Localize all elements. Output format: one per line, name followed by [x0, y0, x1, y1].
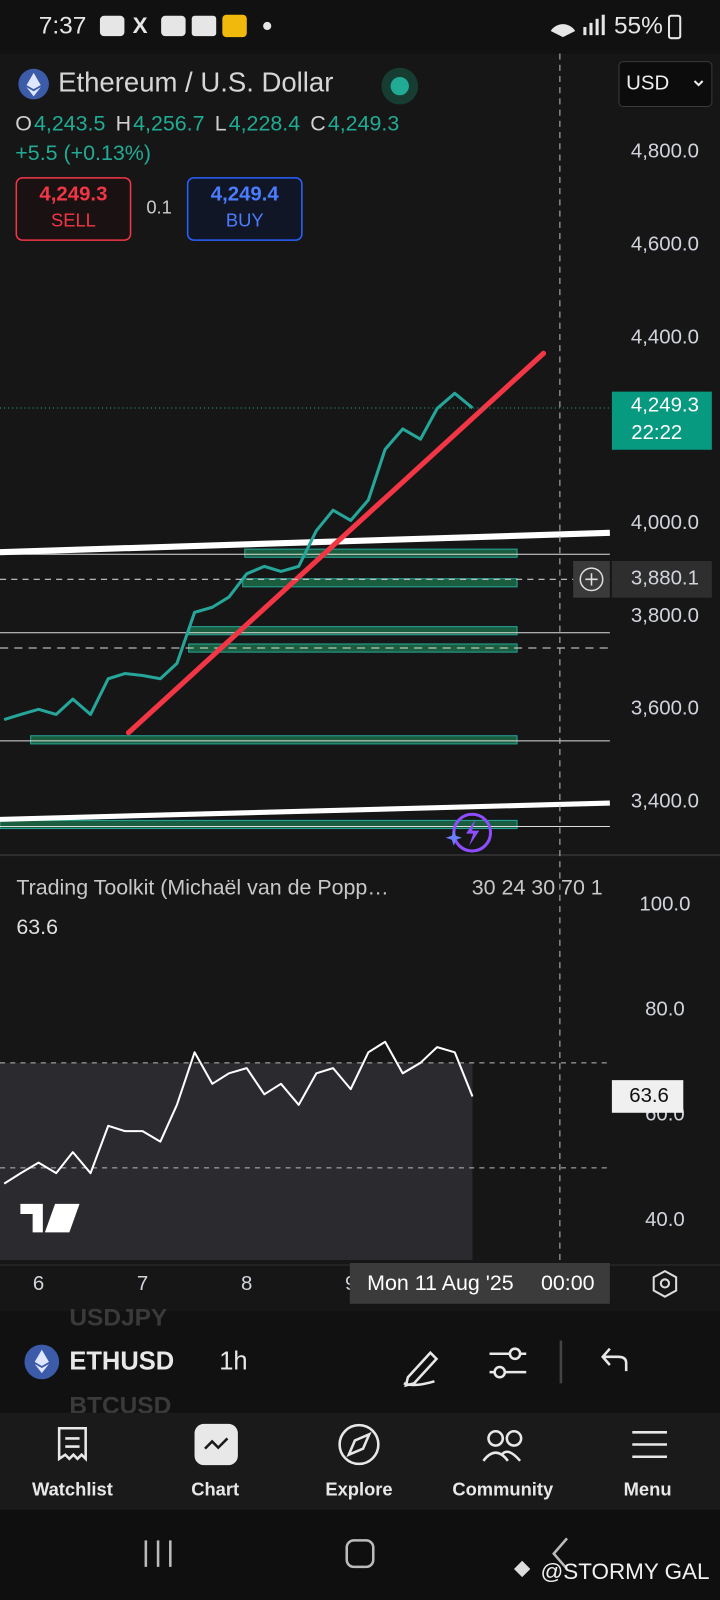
clock: 7:37	[39, 12, 87, 39]
y-tick-label: 4,600.0	[631, 234, 699, 256]
toolbar-interval[interactable]: 1h	[219, 1348, 247, 1376]
sell-button[interactable]	[15, 177, 132, 241]
symbol-title: Ethereum / U.S. Dollar	[58, 66, 333, 97]
currency: USD	[626, 72, 669, 94]
ohlc-key: O	[15, 112, 32, 136]
countdown: 22:22	[631, 422, 682, 444]
y-tick-label: 80.0	[645, 999, 685, 1021]
system-buttons	[144, 1537, 568, 1570]
buy-label: BUY	[226, 210, 264, 231]
ohlc-value: 4,228.4	[229, 112, 301, 136]
crosshair-date: Mon 11 Aug '25	[367, 1271, 514, 1295]
settings-icon-dot	[659, 1278, 671, 1289]
crosshair-add-icon	[579, 567, 604, 592]
nav-labels: Watchlist Chart Explore Community Menu	[32, 1478, 672, 1499]
indicator-band	[0, 1062, 473, 1260]
currency-select[interactable]	[618, 61, 713, 108]
eth-glyph	[34, 1349, 49, 1374]
crosshair-price-box	[611, 560, 712, 598]
ohlc-value: 4,249.3	[328, 112, 399, 136]
y-tick-label: 40.0	[645, 1209, 685, 1231]
indicator-value-box	[611, 1080, 684, 1113]
assistant-icon	[445, 812, 493, 853]
x-tick-label: 8	[241, 1273, 252, 1295]
eth-glyph	[26, 72, 41, 97]
market-status	[390, 76, 409, 96]
nav-item[interactable]: Chart	[191, 1478, 239, 1499]
crosshair-price: 3,880.1	[631, 568, 699, 590]
indicator-title: Trading Toolkit (Michaël van de Popp…	[16, 875, 388, 899]
y-tick-label: 3,400.0	[631, 791, 699, 813]
ohlc-key: L	[215, 112, 227, 136]
y-tick-label: 4,800.0	[631, 141, 699, 163]
sell-label: SELL	[51, 210, 96, 231]
price-change: +5.5 (+0.13%)	[15, 141, 151, 165]
watermark: @STORMY GAL	[541, 1559, 710, 1584]
y-tick-label: 100.0	[639, 894, 690, 916]
ohlc-value: 4,243.5	[34, 112, 105, 136]
last-price-label: 4,249.3	[631, 394, 699, 416]
nav-item[interactable]: Community	[452, 1478, 554, 1499]
battery: 55%	[614, 12, 663, 39]
nav-bar	[0, 1412, 720, 1510]
ghost-symbol: USDJPY	[69, 1305, 167, 1332]
indicator-value: 63.6	[16, 915, 58, 939]
nav-item[interactable]: Menu	[624, 1478, 672, 1499]
toolbar-symbol[interactable]: ETHUSD	[69, 1348, 174, 1376]
ohlc-row: O 4,243.5 H 4,256.7 L 4,228.4 C 4,249.3	[15, 112, 399, 136]
battery-icon	[667, 14, 682, 40]
nav-item[interactable]: Explore	[325, 1478, 392, 1499]
crosshair-time: 00:00	[541, 1271, 595, 1295]
ohlc-value: 4,256.7	[133, 112, 204, 136]
sell-price: 4,249.3	[39, 184, 107, 206]
indicator-params: 30 24 30 70 1	[472, 875, 603, 899]
quantity[interactable]: 0.1	[146, 196, 172, 217]
buy-price: 4,249.4	[211, 184, 280, 206]
nav-item[interactable]: Watchlist	[32, 1478, 113, 1499]
ohlc-key: C	[310, 112, 325, 136]
settings-icon[interactable]	[652, 1269, 678, 1298]
nav-icons	[57, 1423, 667, 1466]
y-tick-label: 3,800.0	[631, 605, 699, 627]
crosshair-add-plus	[585, 573, 598, 586]
y-tick-label: 3,600.0	[631, 698, 699, 720]
indicator-line	[3, 1040, 474, 1185]
status-icons: X	[99, 13, 272, 38]
x-tick-label: 7	[137, 1273, 148, 1295]
signal-icons	[550, 14, 605, 38]
last-price-box	[611, 391, 712, 450]
price-line	[3, 391, 474, 721]
svg-text:X: X	[133, 13, 148, 38]
ohlc-key: H	[116, 112, 131, 136]
toolbar-icons	[403, 1340, 628, 1388]
system-nav	[0, 1509, 720, 1600]
y-tick-label: 4,400.0	[631, 326, 699, 348]
plot-layer: 3,400.0 3,600.0 3,800.0 4,000.0 4,400.0 4,600…	[0, 53, 712, 1304]
indicator-value-label: 63.6	[629, 1085, 669, 1107]
tv-logo	[20, 1203, 80, 1233]
y-tick-label: 4,000.0	[631, 512, 699, 534]
currency-caret	[693, 80, 704, 87]
toolbar	[0, 1311, 720, 1412]
x-tick-label: 6	[33, 1273, 44, 1295]
buy-button[interactable]	[186, 177, 303, 241]
crosshair-date-box	[349, 1263, 610, 1304]
